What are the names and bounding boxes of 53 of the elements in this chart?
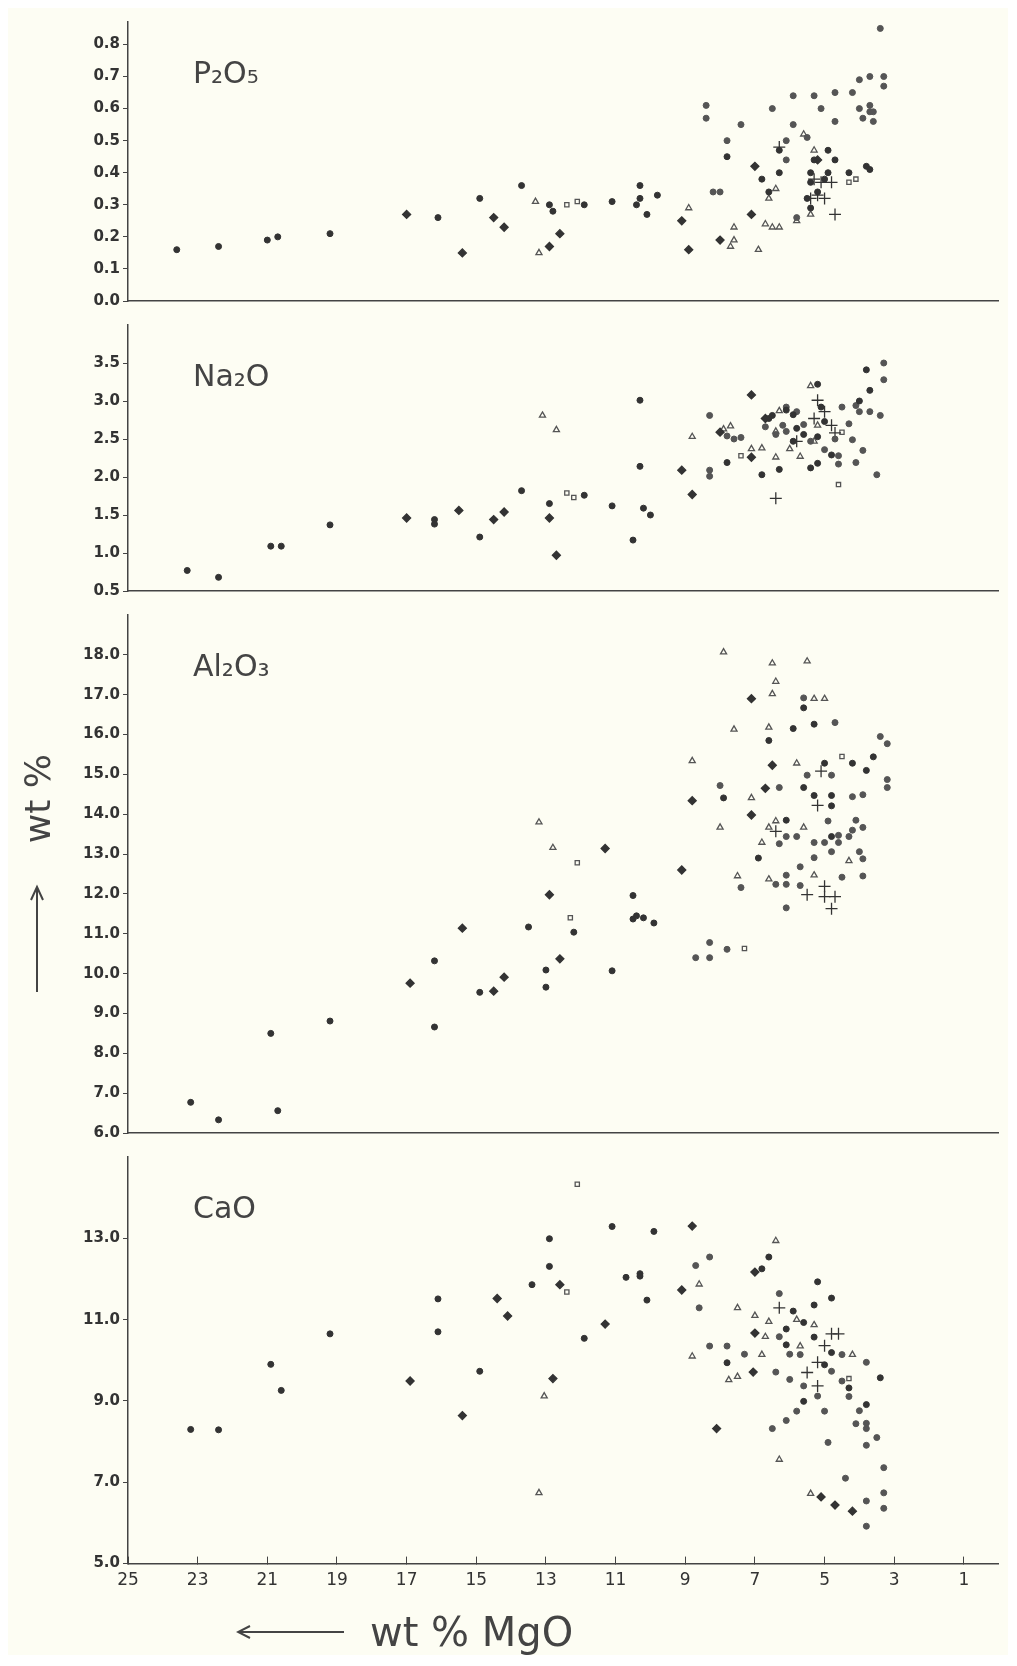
y-tick-label: 12.0: [82, 883, 120, 902]
y-tick-label: 0.2: [93, 226, 120, 245]
x-tick-label: 15: [465, 1569, 488, 1590]
y-tick-label: 3.5: [93, 352, 120, 371]
y-tick-label: 0.4: [93, 162, 120, 181]
y-tick-label: 0.3: [93, 194, 120, 213]
y-tick-label: 2.5: [93, 428, 120, 447]
y-tick-label: 11.0: [82, 923, 120, 942]
y-tick-label: 9.0: [93, 1390, 120, 1409]
y-tick-label: 5.0: [93, 1553, 120, 1572]
y-tick-label: 1.0: [93, 542, 120, 561]
y-tick-label: 0.5: [93, 580, 120, 599]
x-tick-label: 3: [888, 1569, 900, 1590]
y-tick-label: 10.0: [82, 963, 120, 982]
x-tick-label: 21: [256, 1569, 279, 1590]
y-tick-label: 0.0: [93, 290, 120, 309]
y-tick-label: 16.0: [82, 724, 120, 743]
y-tick-label: 0.5: [93, 130, 120, 149]
y-tick-label: 13.0: [82, 843, 120, 862]
y-tick-label: 3.0: [93, 390, 120, 409]
y-tick-label: 8.0: [93, 1043, 120, 1062]
x-tick-label: 23: [186, 1569, 209, 1590]
y-axis-title: wt %: [16, 754, 58, 844]
y-tick-label: 14.0: [82, 804, 120, 823]
x-axis-title: wt % MgO: [370, 1609, 574, 1655]
y-tick-label: 6.0: [93, 1122, 120, 1141]
y-tick-label: 17.0: [82, 684, 120, 703]
x-tick-label: 19: [326, 1569, 348, 1590]
y-tick-label: 0.1: [93, 258, 120, 277]
y-tick-label: 11.0: [82, 1309, 120, 1328]
x-tick-label: 9: [679, 1569, 691, 1590]
text: P₂O₅: [193, 54, 259, 90]
y-tick-label: 9.0: [93, 1003, 120, 1022]
y-tick-label: 18.0: [82, 644, 120, 663]
x-tick-label: 13: [535, 1569, 557, 1590]
x-tick-label: 25: [117, 1569, 139, 1590]
y-tick-label: 0.7: [93, 66, 120, 85]
text: CaO: [193, 1189, 256, 1225]
text: Na₂O: [193, 357, 270, 393]
x-tick-label: 5: [819, 1569, 830, 1590]
x-tick-label: 17: [395, 1569, 418, 1590]
y-tick-label: 13.0: [82, 1228, 120, 1247]
y-tick-label: 7.0: [93, 1472, 120, 1491]
y-tick-label: 15.0: [82, 764, 120, 783]
x-tick-label: 7: [749, 1569, 761, 1590]
x-tick-label: 1: [958, 1569, 970, 1590]
y-tick-label: 0.8: [93, 34, 120, 53]
x-tick-label: 11: [604, 1569, 627, 1590]
y-tick-label: 1.5: [93, 504, 120, 523]
y-tick-label: 2.0: [93, 466, 120, 485]
y-tick-label: 0.6: [93, 98, 120, 117]
text: Al₂O₃: [193, 647, 270, 683]
y-tick-label: 7.0: [93, 1083, 120, 1102]
